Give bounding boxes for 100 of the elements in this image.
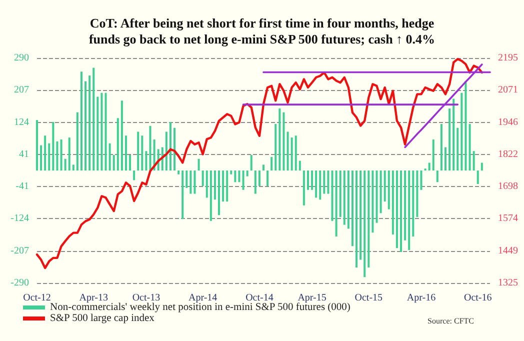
bar bbox=[270, 156, 273, 170]
bar bbox=[178, 170, 180, 174]
bar bbox=[372, 170, 374, 233]
bar bbox=[282, 112, 285, 170]
bar bbox=[190, 170, 192, 194]
y-tick-label: 124 bbox=[14, 116, 29, 128]
line-series bbox=[36, 58, 484, 270]
x-tick-label: Apr-15 bbox=[298, 292, 326, 304]
bar bbox=[141, 136, 144, 170]
bar bbox=[472, 151, 475, 170]
x-tick-label: Apr-13 bbox=[79, 292, 108, 304]
bar bbox=[64, 158, 66, 170]
bar bbox=[84, 81, 87, 170]
bar bbox=[468, 124, 471, 170]
bar bbox=[294, 136, 297, 170]
bar bbox=[368, 170, 370, 268]
bar bbox=[327, 170, 330, 194]
bar bbox=[40, 145, 42, 170]
bar bbox=[408, 170, 410, 250]
chart-title: CoT: After being net short for first time in four months, hedge funds go back to net long e-mini S&P 500 futures; cash ↑ 0.4% bbox=[88, 16, 436, 46]
bar bbox=[384, 170, 386, 202]
bar bbox=[290, 138, 293, 170]
bar bbox=[206, 170, 208, 198]
bar bbox=[440, 124, 442, 170]
bar bbox=[302, 170, 305, 206]
bar bbox=[226, 170, 228, 202]
bar bbox=[351, 170, 354, 246]
x-tick-label: Apr-14 bbox=[188, 292, 218, 304]
y2-tick-label: 1698 bbox=[498, 181, 518, 192]
bar bbox=[298, 160, 301, 170]
bar bbox=[238, 170, 240, 182]
bar bbox=[133, 170, 136, 180]
bar bbox=[448, 108, 451, 170]
bar bbox=[343, 170, 346, 225]
bar bbox=[246, 170, 248, 176]
bar bbox=[210, 170, 212, 221]
bar bbox=[274, 124, 277, 170]
x-tick-label: Oct-15 bbox=[354, 292, 383, 304]
y-tick-label: -41 bbox=[16, 180, 29, 192]
bar bbox=[339, 170, 342, 218]
bar bbox=[428, 162, 430, 170]
bar bbox=[137, 132, 140, 170]
bar bbox=[129, 154, 132, 170]
source-note: Source: CFTC bbox=[428, 316, 474, 326]
bar bbox=[464, 81, 467, 170]
bar bbox=[36, 120, 38, 170]
bar bbox=[88, 75, 91, 170]
bar bbox=[335, 170, 338, 236]
y-tick-label: -290 bbox=[10, 278, 29, 288]
bar bbox=[234, 170, 236, 182]
bar bbox=[278, 108, 281, 170]
bar bbox=[202, 170, 204, 186]
bar bbox=[364, 170, 366, 278]
bar bbox=[145, 151, 148, 170]
bar bbox=[347, 170, 350, 229]
y2-tick-label: 1574 bbox=[498, 213, 518, 224]
y2-tick-label: 1822 bbox=[498, 148, 518, 160]
bar bbox=[250, 154, 252, 170]
bar bbox=[100, 92, 103, 170]
bar bbox=[311, 170, 314, 190]
bar bbox=[436, 170, 438, 182]
bar bbox=[52, 122, 54, 170]
bar bbox=[116, 118, 119, 170]
bar bbox=[420, 170, 422, 190]
bar bbox=[68, 138, 70, 170]
bar bbox=[194, 170, 196, 194]
bar bbox=[416, 170, 418, 218]
bar bbox=[380, 170, 382, 214]
bar bbox=[56, 141, 58, 170]
bar bbox=[319, 170, 322, 200]
bar bbox=[376, 170, 378, 223]
bar bbox=[323, 170, 326, 194]
bar bbox=[124, 136, 127, 170]
bar bbox=[60, 139, 62, 170]
bar bbox=[92, 68, 95, 170]
bar bbox=[331, 170, 334, 221]
bar bbox=[112, 154, 115, 170]
bar bbox=[214, 170, 216, 200]
legend-label: Non-commercials' weekly net position in e-mini S&P 500 futures (000) bbox=[50, 302, 351, 313]
bar bbox=[76, 112, 78, 170]
bar bbox=[165, 132, 168, 170]
bar bbox=[198, 158, 200, 170]
bar bbox=[108, 143, 111, 170]
bar bbox=[306, 170, 309, 190]
bar bbox=[315, 170, 318, 198]
bar bbox=[48, 143, 50, 170]
bar bbox=[72, 164, 74, 170]
bar bbox=[360, 170, 362, 260]
bar bbox=[456, 128, 459, 170]
bar bbox=[218, 170, 220, 216]
y-tick-label: 207 bbox=[14, 84, 29, 96]
bar bbox=[104, 92, 107, 170]
y2-tick-label: 2195 bbox=[498, 52, 518, 64]
bar bbox=[96, 96, 99, 170]
y2-tick-label: 1449 bbox=[498, 245, 518, 256]
y2-tick-label: 1325 bbox=[498, 278, 518, 288]
bar bbox=[392, 170, 394, 235]
bar bbox=[80, 72, 82, 170]
bar bbox=[262, 164, 264, 170]
bar bbox=[412, 170, 414, 236]
